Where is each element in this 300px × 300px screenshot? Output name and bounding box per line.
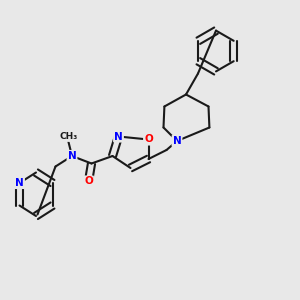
- Text: O: O: [84, 176, 93, 187]
- Text: N: N: [68, 151, 76, 161]
- Text: CH₃: CH₃: [60, 132, 78, 141]
- Text: O: O: [144, 134, 153, 145]
- Text: N: N: [114, 131, 123, 142]
- Text: N: N: [15, 178, 24, 188]
- Text: N: N: [172, 136, 182, 146]
